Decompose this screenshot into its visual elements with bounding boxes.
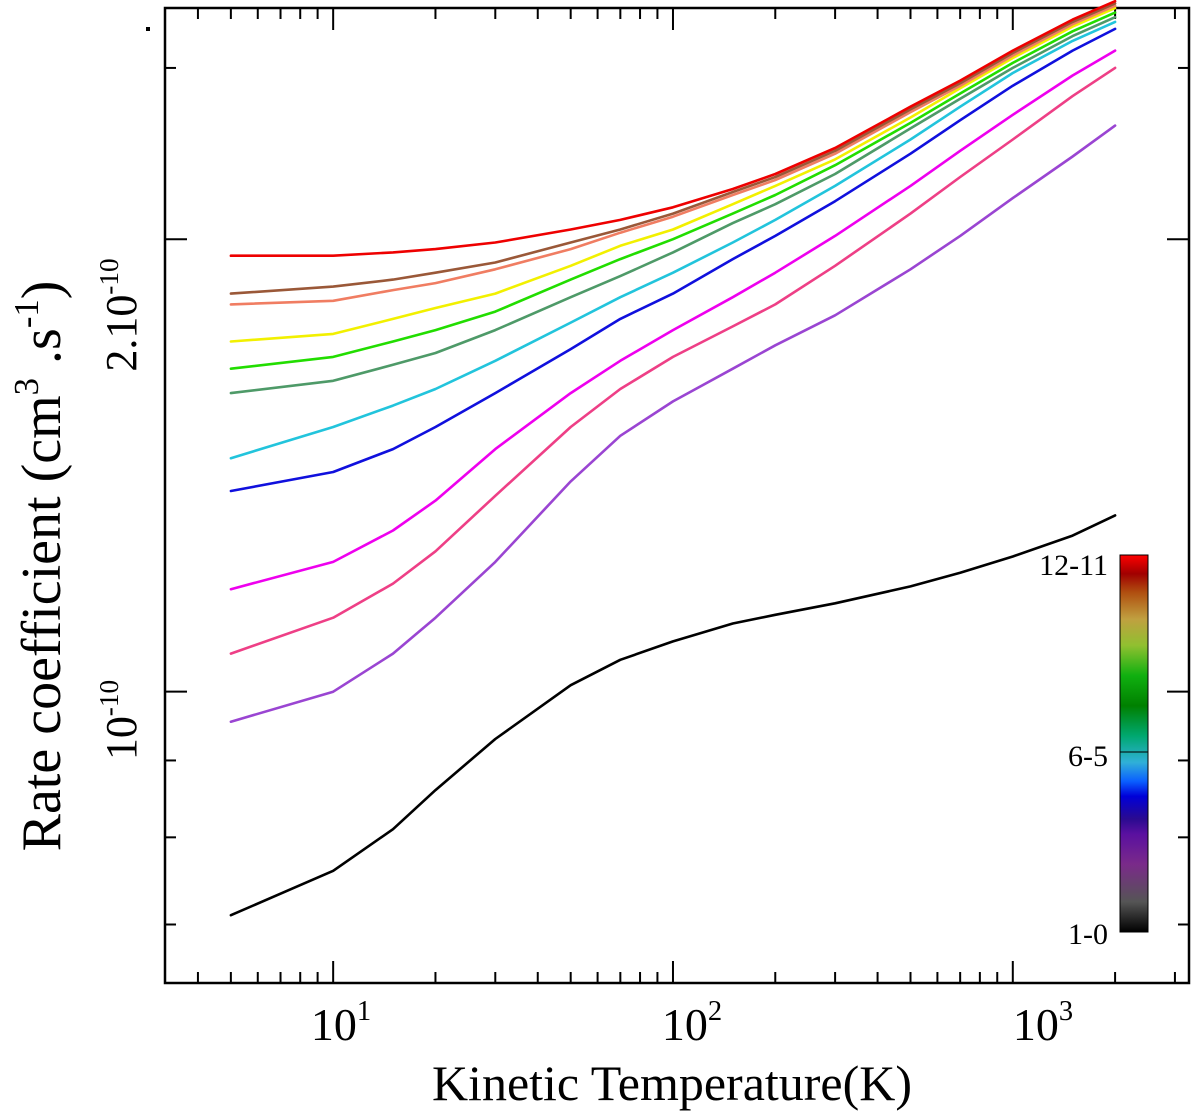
colorbar-gradient [1119,554,1149,933]
series-line-7-6 [229,15,1117,395]
y-tick-labels: 2.10-10 10-10 [94,258,146,760]
y-axis-ticks [165,66,1189,926]
x-axis-ticks [196,8,1176,983]
colorbar-label-top: 12-11 [1039,549,1108,582]
series-line-9-8 [229,6,1117,343]
x-axis-label: Kinetic Temperature(K) [432,1055,912,1111]
series-line-2-1 [229,124,1117,724]
series-line-12-11 [229,0,1117,257]
series-line-5-4 [229,27,1117,493]
top-left-dot [146,27,150,31]
colorbar: 12-11 6-5 1-0 [1039,549,1149,951]
series-line-4-3 [229,49,1117,591]
x-tick-label: 101 [311,996,371,1050]
colorbar-label-bottom: 1-0 [1068,918,1108,951]
x-tick-label: 102 [662,996,722,1050]
series-line-8-7 [229,11,1117,371]
plot-border [163,6,1191,985]
colorbar-label-mid: 6-5 [1068,740,1108,773]
series-line-10-9 [229,4,1117,306]
series-line-3-2 [229,66,1117,655]
plot-frame [146,6,1191,985]
x-tick-label: 103 [1013,996,1073,1050]
y-axis-label: Rate coefficient (cm3 .s-1) [7,281,73,852]
series-lines [229,0,1117,917]
series-line-11-10 [229,2,1117,295]
y-tick-label: 2.10-10 [94,258,146,371]
series-line-1-0 [229,514,1117,917]
series-line-6-5 [229,20,1117,460]
y-tick-label: 10-10 [94,680,146,760]
x-tick-labels: 101 102 103 [311,996,1073,1050]
